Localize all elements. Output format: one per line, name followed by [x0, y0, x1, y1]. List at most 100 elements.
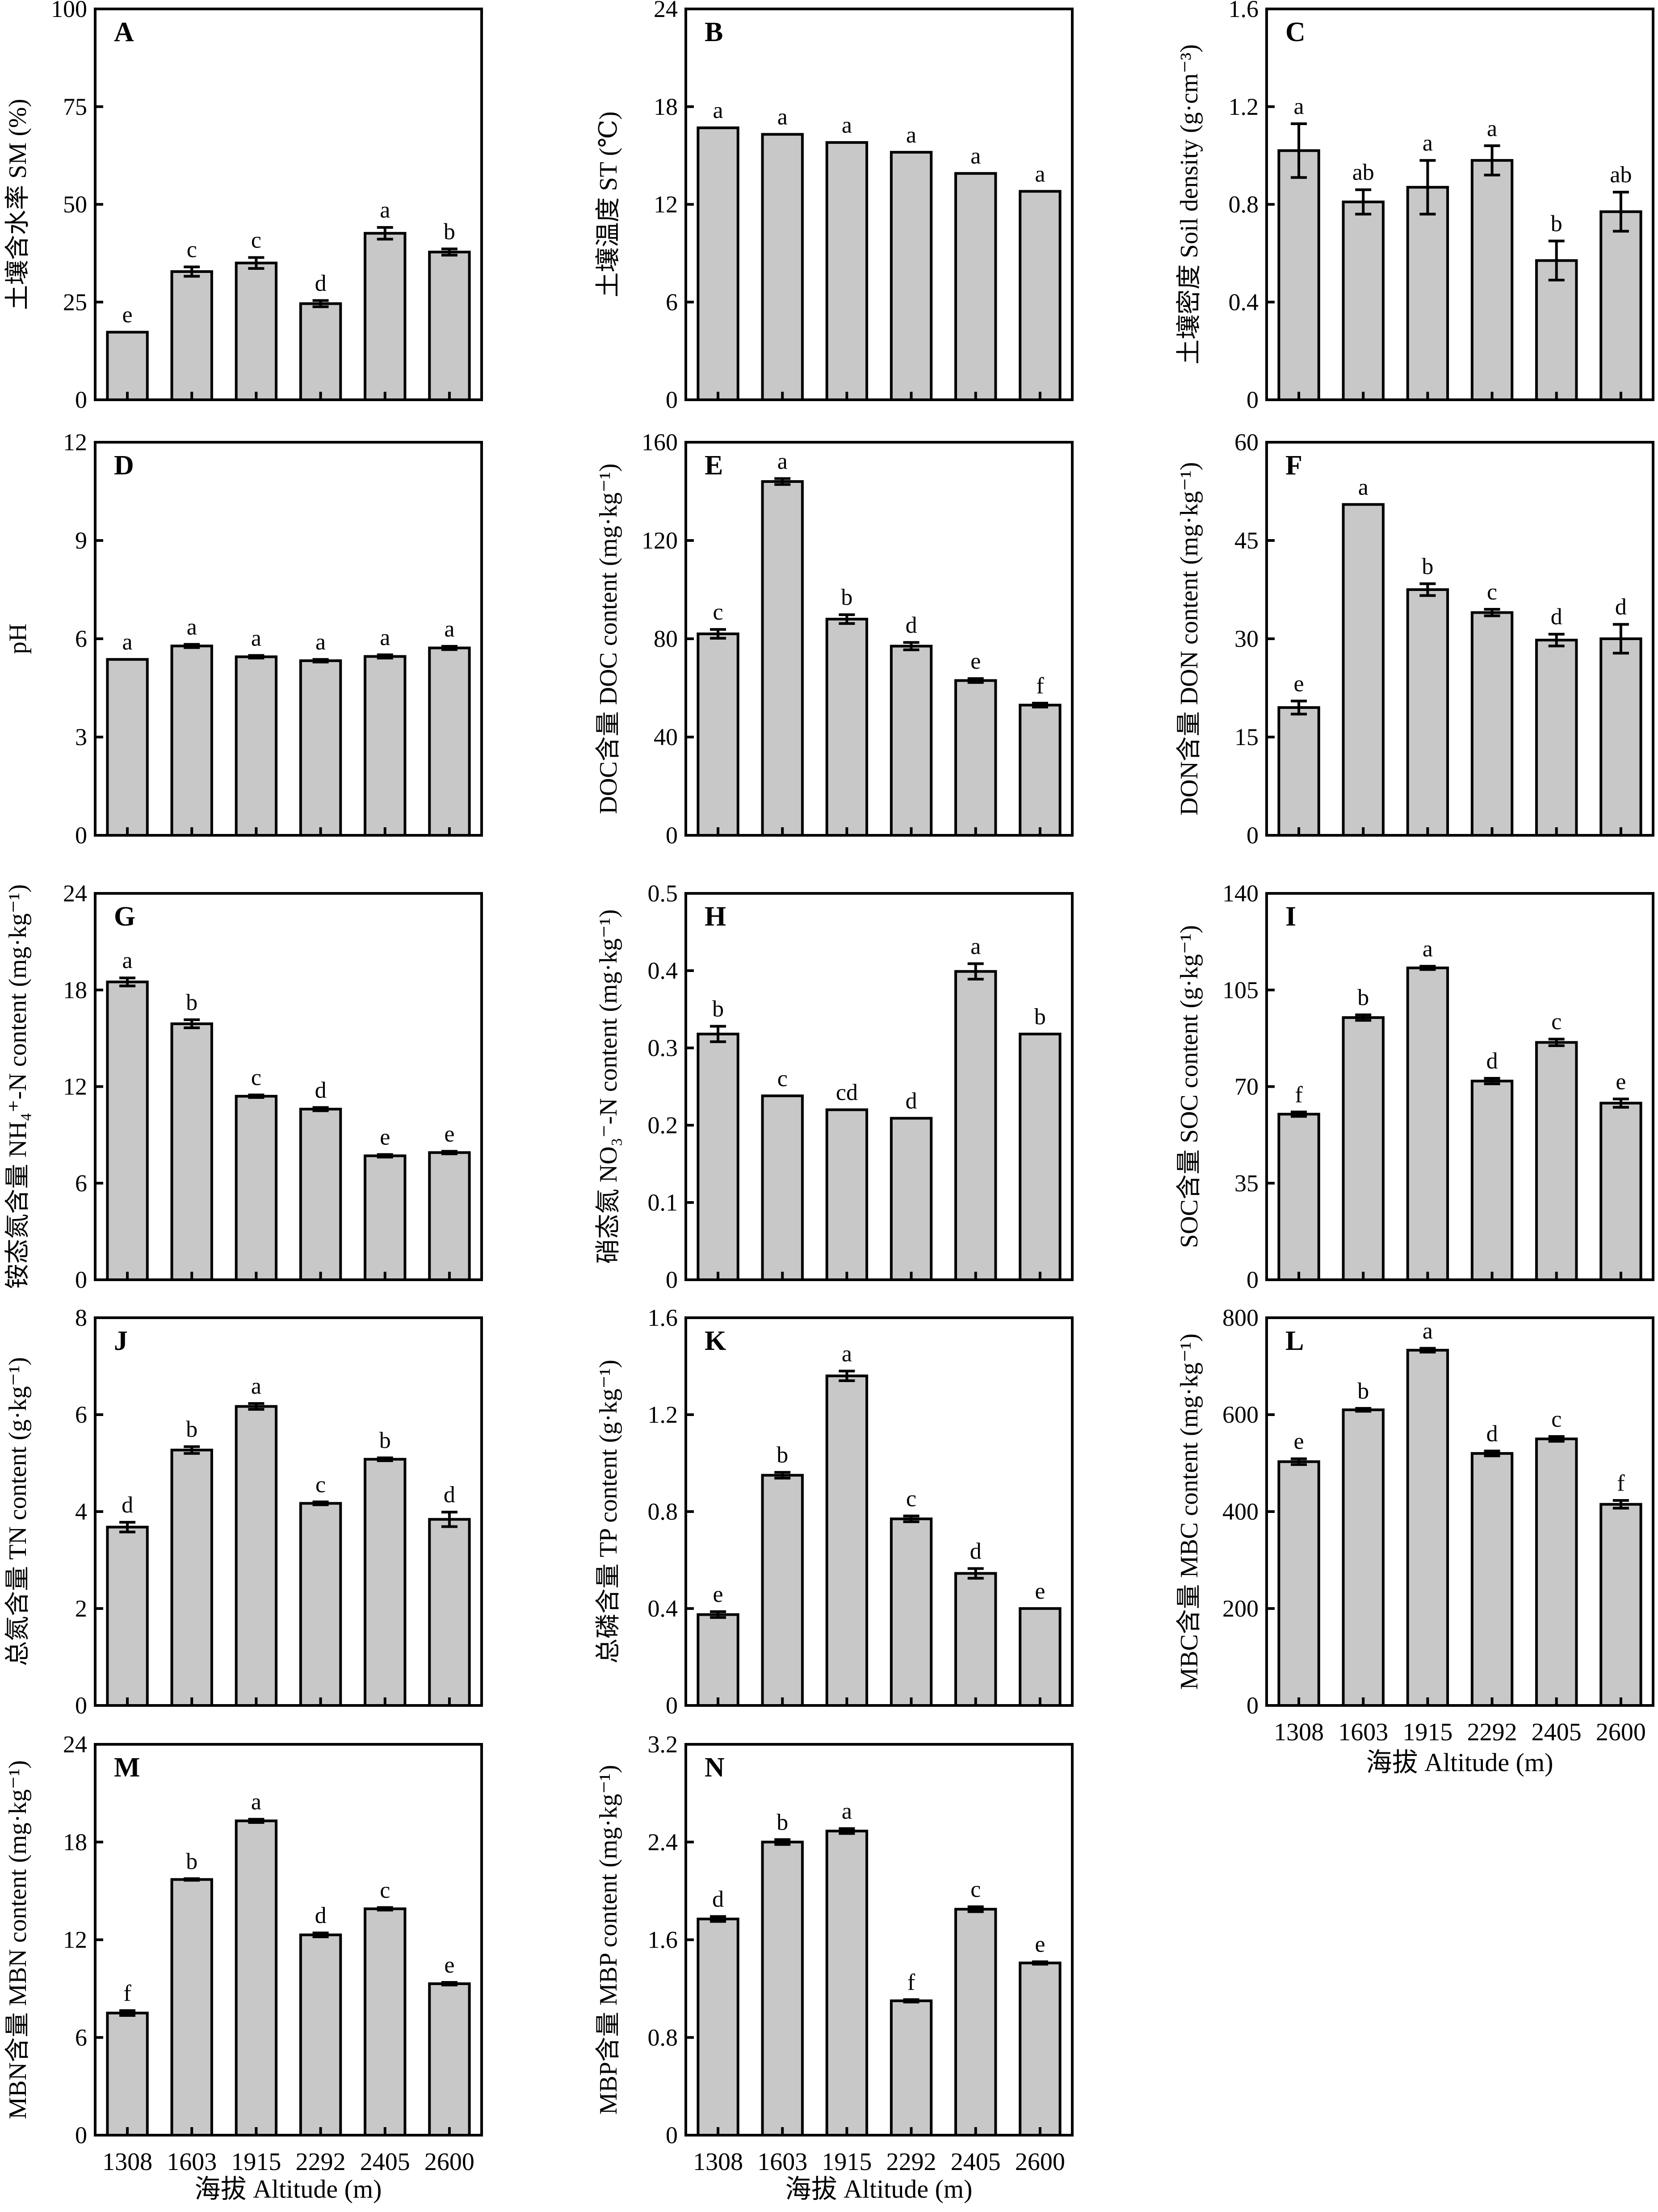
sig-letter-f-2292: c — [1487, 579, 1497, 605]
sig-letter-h-1915: cd — [836, 1080, 858, 1105]
x-tick-label-m-1308: 1308 — [102, 2148, 152, 2176]
y-tick-label-c: 0.8 — [1229, 191, 1259, 218]
error-bar-m-1308 — [119, 2009, 136, 2017]
y-tick-label-c: 1.6 — [1229, 0, 1259, 22]
panel-j: d b a c b d 0 2 4 6 8J 总氮含量 TN content (g·kg⁻¹) — [4, 1304, 483, 1719]
panel-letter-c: C — [1285, 17, 1305, 47]
sig-letter-f-1603: a — [1358, 474, 1368, 500]
error-bar-l-2405 — [1548, 1435, 1565, 1443]
error-bar-i-1915 — [1419, 965, 1436, 971]
bar-l-2600 — [1599, 1503, 1642, 1707]
sig-letter-j-1308: d — [122, 1492, 133, 1518]
y-tick-label-h: 0.4 — [648, 957, 678, 984]
bar-k-1915 — [825, 1374, 869, 1707]
error-bar-l-1603 — [1355, 1407, 1372, 1413]
error-bar-m-1915 — [248, 1818, 264, 1824]
bar-h-1603 — [761, 1094, 804, 1281]
bar-j-2600 — [428, 1518, 471, 1707]
y-tick-label-b: 6 — [666, 289, 678, 315]
x-tick-label-n-1915: 1915 — [822, 2148, 872, 2176]
x-tick-label-n-1603: 1603 — [757, 2148, 807, 2176]
error-bar-k-1915 — [839, 1370, 855, 1382]
error-bar-m-2600 — [441, 1981, 458, 1986]
bar-m-2600 — [428, 1982, 471, 2137]
bar-b-1603 — [761, 133, 804, 401]
bar-d-1603 — [170, 645, 213, 837]
x-tick-label-l-1915: 1915 — [1402, 1718, 1452, 1746]
y-tick-label-n: 0.8 — [648, 2024, 678, 2051]
y-tick-label-m: 24 — [63, 1731, 87, 1758]
y-tick-label-j: 6 — [75, 1401, 87, 1428]
bar-k-2405 — [954, 1572, 997, 1707]
error-bar-c-1915 — [1419, 159, 1436, 216]
error-bar-i-1603 — [1355, 1013, 1372, 1022]
error-bar-e-1603 — [774, 477, 791, 486]
bar-n-1603 — [761, 1840, 804, 2137]
sig-letter-n-2292: f — [907, 1969, 915, 1995]
error-bar-a-2405 — [377, 226, 393, 241]
sig-letter-f-2405: d — [1551, 604, 1562, 630]
error-bar-e-1915 — [839, 613, 855, 625]
error-bar-f-1308 — [1291, 700, 1307, 716]
y-tick-label-e: 40 — [654, 724, 678, 750]
sig-letter-i-1915: a — [1423, 936, 1433, 962]
sig-letter-d-2292: a — [315, 629, 326, 655]
bar-i-2600 — [1599, 1102, 1642, 1282]
error-bar-c-2405 — [1548, 239, 1565, 282]
sig-letter-m-2292: d — [315, 1903, 327, 1928]
panel-letter-b: B — [705, 17, 723, 47]
sig-letter-b-2292: a — [906, 122, 916, 148]
error-bar-i-2600 — [1612, 1098, 1629, 1109]
bar-f-2600 — [1599, 637, 1642, 837]
y-tick-label-m: 12 — [63, 1927, 87, 1953]
y-tick-label-n: 0 — [666, 2122, 678, 2149]
error-bar-e-1308 — [710, 628, 726, 640]
y-tick-label-i: 70 — [1234, 1073, 1259, 1100]
bar-b-2600 — [1019, 190, 1062, 401]
error-bar-k-1308 — [710, 1610, 726, 1619]
x-tick-label-n-2405: 2405 — [951, 2148, 1001, 2176]
plot-frame-g — [94, 892, 483, 1281]
y-tick-label-d: 0 — [75, 822, 87, 849]
y-axis-label-n: MBP含量 MBP content (mg·kg⁻¹) — [595, 1765, 622, 2115]
sig-letter-m-1308: f — [123, 1981, 131, 2006]
bar-e-2405 — [954, 679, 997, 837]
bar-n-2292 — [890, 1999, 933, 2137]
y-tick-label-l: 400 — [1222, 1498, 1259, 1525]
y-tick-label-c: 1.2 — [1229, 93, 1259, 120]
error-bar-j-1308 — [119, 1521, 136, 1533]
bar-b-1915 — [825, 141, 869, 402]
error-bar-j-1915 — [248, 1402, 264, 1411]
error-bar-g-1603 — [184, 1018, 200, 1029]
sig-letter-e-1308: c — [713, 599, 723, 625]
sig-letter-d-2600: a — [444, 616, 454, 642]
error-bar-l-2292 — [1484, 1450, 1500, 1458]
y-tick-label-j: 4 — [75, 1498, 87, 1525]
x-tick-label-n-2292: 2292 — [886, 2148, 936, 2176]
error-bar-f-2292 — [1484, 608, 1500, 617]
panel-letter-l: L — [1285, 1326, 1304, 1356]
sig-letter-f-1308: e — [1294, 671, 1304, 696]
y-tick-label-l: 200 — [1222, 1595, 1259, 1622]
bar-g-2292 — [299, 1107, 342, 1281]
y-tick-label-k: 1.6 — [648, 1304, 678, 1331]
panel-b: a a a a a a 0 6 12 18 24 B 土壤温度 ST (℃) — [595, 0, 1074, 413]
x-tick-label-n-2600: 2600 — [1015, 2148, 1065, 2176]
y-tick-label-k: 0.4 — [648, 1595, 678, 1622]
error-bar-j-2292 — [312, 1500, 329, 1506]
error-bar-g-2405 — [377, 1153, 393, 1159]
sig-letter-j-2600: d — [444, 1482, 455, 1508]
bar-g-1308 — [106, 980, 149, 1282]
panel-a: e c c d a b 0 25 50 75 100 A 土壤含水率 SM (%) — [4, 0, 483, 413]
y-tick-label-b: 18 — [654, 93, 678, 120]
bar-a-1603 — [170, 270, 213, 401]
x-axis-label-l: 海拔 Altitude (m) — [1366, 1748, 1553, 1777]
error-bar-m-2292 — [312, 1931, 329, 1938]
bar-g-2405 — [364, 1154, 407, 1282]
sig-letter-g-1308: a — [122, 948, 133, 973]
sig-letter-b-1603: a — [777, 105, 788, 130]
y-tick-label-c: 0.4 — [1229, 289, 1259, 315]
error-bar-j-2600 — [441, 1511, 458, 1528]
sig-letter-b-1915: a — [842, 113, 852, 138]
